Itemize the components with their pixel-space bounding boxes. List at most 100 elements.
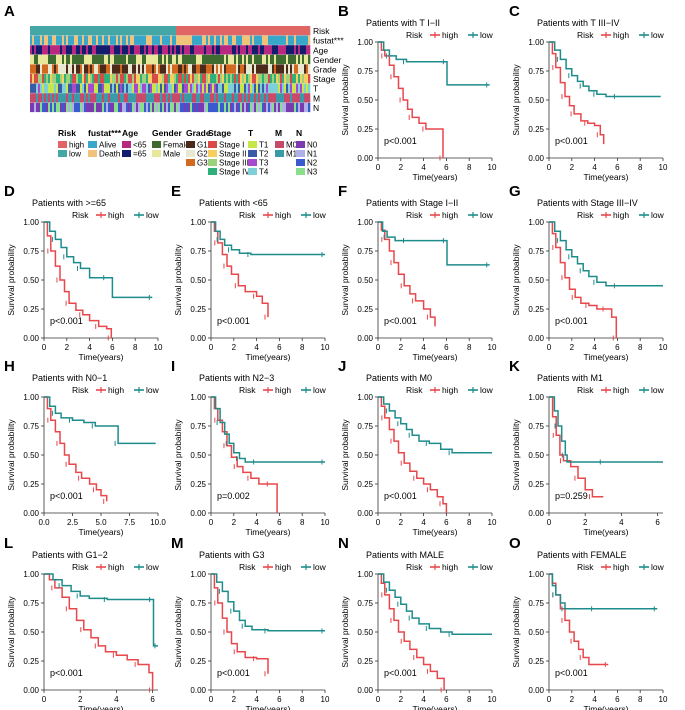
- heatmap-cell: [274, 74, 277, 84]
- heatmap-cell: [114, 83, 117, 93]
- heatmap-cell: [134, 54, 137, 65]
- heatmap-cell: [286, 102, 289, 113]
- legend-label-high: high: [275, 385, 291, 395]
- heatmap-cell: [262, 35, 265, 45]
- heatmap-cell: [260, 83, 263, 93]
- heatmap-cell: [288, 74, 291, 84]
- x-tick-label: 0: [209, 518, 214, 527]
- y-tick-label: 0.25: [357, 657, 373, 666]
- heatmap-cell: [44, 64, 47, 74]
- heatmap-cell: [88, 93, 91, 103]
- heatmap-cell: [188, 45, 191, 55]
- heatmap-cell: [78, 83, 81, 93]
- km-curve-high: [211, 221, 269, 318]
- legend-title: Risk: [406, 210, 423, 220]
- x-tick-label: 6: [444, 518, 449, 527]
- heatmap-cell: [60, 83, 63, 93]
- heatmap-cell: [146, 102, 149, 113]
- heatmap-cell: [136, 54, 139, 65]
- heatmap-cell: [104, 35, 107, 45]
- heatmap-cell: [298, 74, 301, 84]
- heatmap-cell: [50, 74, 53, 84]
- x-tick-label: 6: [277, 695, 282, 704]
- heatmap-cell: [68, 102, 71, 113]
- legend-label-low: low: [313, 210, 327, 220]
- legend-label-low: low: [313, 385, 327, 395]
- heatmap-cell: [276, 102, 279, 113]
- heatmap-cell: [234, 26, 237, 36]
- heatmap-cell: [134, 102, 137, 113]
- heatmap-cell: [208, 26, 211, 36]
- heatmap-cell: [72, 35, 75, 45]
- heatmap-cell: [50, 102, 53, 113]
- heatmap-cell: [48, 83, 51, 93]
- heatmap-cell: [256, 93, 259, 103]
- heatmap-cell: [232, 64, 235, 74]
- heatmap-cell: [200, 45, 203, 55]
- heatmap-cell: [64, 45, 67, 55]
- y-tick-label: 1.00: [190, 393, 206, 402]
- heatmap-cell: [308, 54, 311, 65]
- heatmap-cell: [270, 45, 273, 55]
- heatmap-cell: [94, 74, 97, 84]
- heatmap-cell: [184, 64, 187, 74]
- p-value-label: p<0.001: [555, 668, 588, 678]
- heatmap-cell: [274, 54, 277, 65]
- heatmap-cell: [266, 64, 269, 74]
- heatmap-cell: [48, 54, 51, 65]
- heatmap-cell: [236, 26, 239, 36]
- heatmap-cell: [100, 83, 103, 93]
- heatmap-cell: [160, 83, 163, 93]
- series-legend: Risk high low: [406, 30, 494, 40]
- heatmap-cell: [30, 45, 33, 55]
- heatmap-cell: [96, 93, 99, 103]
- heatmap-cell: [114, 26, 117, 36]
- heatmap-cell: [218, 54, 221, 65]
- heatmap-cell: [134, 64, 137, 74]
- p-value-label: p<0.001: [50, 316, 83, 326]
- heatmap-cell: [126, 102, 129, 113]
- legend-item-label: Male: [163, 150, 181, 159]
- x-axis-label: Time(years): [245, 352, 290, 362]
- heatmap-cell: [280, 74, 283, 84]
- km-curve-low: [44, 573, 158, 647]
- heatmap-cell: [54, 26, 57, 36]
- heatmap-cell: [266, 74, 269, 84]
- heatmap-cell: [40, 35, 43, 45]
- y-axis-label: Survival probability: [340, 64, 350, 136]
- heatmap-cell: [154, 64, 157, 74]
- heatmap-cell: [156, 26, 159, 36]
- heatmap-cell: [42, 54, 45, 65]
- heatmap-cell: [172, 83, 175, 93]
- legend-label-high: high: [275, 210, 291, 220]
- legend-item-label: low: [69, 150, 81, 159]
- legend-group-title: fustat***: [88, 128, 122, 138]
- heatmap-cell: [158, 54, 161, 65]
- heatmap-cell: [178, 74, 181, 84]
- heatmap-cell: [38, 35, 41, 45]
- heatmap-cell: [224, 26, 227, 36]
- series-legend: Risk high low: [239, 210, 327, 220]
- heatmap-cell: [274, 26, 277, 36]
- heatmap-cell: [170, 64, 173, 74]
- heatmap-cell: [38, 64, 41, 74]
- heatmap-cell: [140, 83, 143, 93]
- heatmap-cell: [104, 64, 107, 74]
- heatmap-cell: [42, 64, 45, 74]
- heatmap-cell: [258, 83, 261, 93]
- heatmap-cell: [126, 26, 129, 36]
- legend-label-low: low: [146, 385, 160, 395]
- x-axis-label: Time(years): [583, 704, 628, 710]
- heatmap-cell: [296, 26, 299, 36]
- heatmap-cell: [278, 54, 281, 65]
- heatmap-cell: [142, 74, 145, 84]
- heatmap-cell: [144, 35, 147, 45]
- heatmap-cell: [284, 74, 287, 84]
- heatmap-cell: [128, 35, 131, 45]
- heatmap-cell: [72, 54, 75, 65]
- heatmap-cell: [250, 74, 253, 84]
- heatmap-cell: [50, 35, 53, 45]
- heatmap-cell: [192, 74, 195, 84]
- heatmap-cell: [62, 35, 65, 45]
